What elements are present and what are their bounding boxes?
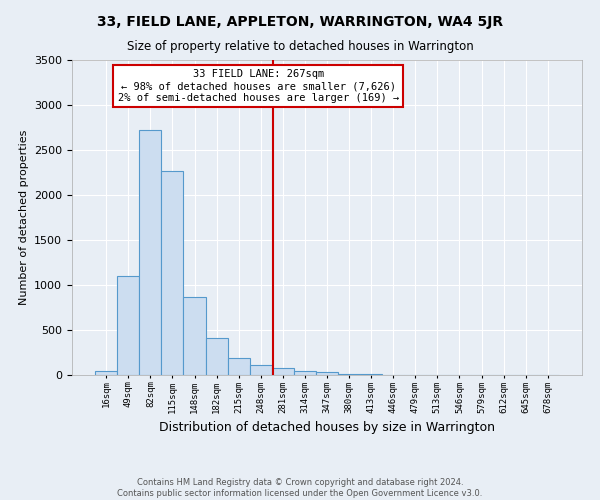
Text: Contains HM Land Registry data © Crown copyright and database right 2024.
Contai: Contains HM Land Registry data © Crown c… — [118, 478, 482, 498]
Text: Size of property relative to detached houses in Warrington: Size of property relative to detached ho… — [127, 40, 473, 53]
Y-axis label: Number of detached properties: Number of detached properties — [19, 130, 29, 305]
Bar — [117, 276, 139, 375]
Bar — [206, 338, 227, 375]
Bar — [272, 368, 294, 375]
Text: 33 FIELD LANE: 267sqm
← 98% of detached houses are smaller (7,626)
2% of semi-de: 33 FIELD LANE: 267sqm ← 98% of detached … — [118, 70, 399, 102]
Bar — [250, 365, 272, 375]
Bar — [316, 372, 338, 375]
Bar — [161, 170, 184, 375]
Bar — [95, 370, 117, 375]
Bar — [294, 370, 316, 375]
Bar — [227, 358, 250, 375]
Text: 33, FIELD LANE, APPLETON, WARRINGTON, WA4 5JR: 33, FIELD LANE, APPLETON, WARRINGTON, WA… — [97, 15, 503, 29]
Bar — [360, 374, 382, 375]
Bar — [184, 296, 206, 375]
Bar — [139, 130, 161, 375]
X-axis label: Distribution of detached houses by size in Warrington: Distribution of detached houses by size … — [159, 421, 495, 434]
Bar — [338, 374, 360, 375]
